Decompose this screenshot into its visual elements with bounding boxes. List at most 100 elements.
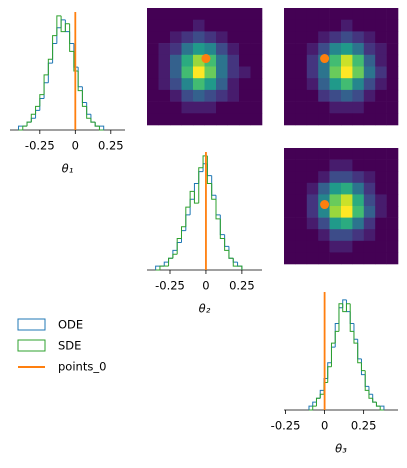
histogram-step <box>52 35 57 60</box>
heatmap-cell <box>318 217 330 230</box>
reference-point <box>320 54 330 64</box>
heatmap-cell <box>306 31 319 44</box>
heatmap-cell <box>306 54 319 67</box>
x-tick-label: -0.25 <box>155 279 185 293</box>
heatmap-cell <box>306 194 319 207</box>
heatmap-cell <box>216 43 228 56</box>
heatmap-cell <box>284 8 296 20</box>
x-axis-label: θ₃ <box>335 442 347 456</box>
histogram-step <box>94 122 100 127</box>
heatmap-cell <box>318 252 330 265</box>
heatmap-cell <box>170 78 182 91</box>
heatmap-cell <box>329 101 342 114</box>
heatmap-cell <box>386 78 399 91</box>
histogram-step <box>360 362 366 372</box>
heatmap-cell <box>329 43 342 56</box>
heatmap-cell <box>375 217 387 230</box>
heatmap-cell <box>329 240 342 253</box>
heatmap-cell <box>193 101 205 114</box>
heatmap-cell <box>284 159 296 172</box>
heatmap-cell <box>363 78 376 91</box>
heatmap-cell <box>363 19 376 32</box>
histogram-step <box>39 98 45 111</box>
heatmap-cell <box>306 43 319 56</box>
histogram-step <box>349 311 354 324</box>
heatmap-cell <box>216 89 228 102</box>
histogram-step <box>56 15 62 36</box>
histogram-step <box>308 405 313 410</box>
heatmap-cell <box>204 89 217 102</box>
heatmap-cell <box>386 206 399 218</box>
heatmap-cell <box>352 43 365 56</box>
heatmap-cell <box>181 19 194 32</box>
histogram-step <box>315 397 321 403</box>
heatmap-cell <box>375 194 387 207</box>
histogram-step <box>357 339 362 360</box>
heatmap-cell <box>341 43 353 56</box>
heatmap-cell <box>341 217 353 230</box>
heatmap-cell <box>375 148 387 160</box>
histogram-step <box>211 183 216 200</box>
heatmap-cell <box>341 171 353 184</box>
heatmap-cell <box>306 240 319 253</box>
histogram-step <box>43 74 49 95</box>
heatmap-cell <box>295 66 308 79</box>
heatmap-cell <box>329 182 342 195</box>
heatmap-cell <box>318 229 330 242</box>
legend-label: ODE <box>58 318 83 332</box>
heatmap-cell <box>147 78 159 91</box>
histogram-step <box>349 303 354 332</box>
heatmap-cell <box>363 229 376 242</box>
histogram-step <box>185 206 191 227</box>
histogram-step <box>353 331 358 344</box>
heatmap-cell <box>363 159 376 172</box>
heatmap-cell <box>239 43 251 56</box>
x-tick-label: 0 <box>202 279 209 293</box>
heatmap-cell <box>158 19 171 32</box>
heatmap-cell <box>295 171 308 184</box>
histogram-step <box>60 19 66 28</box>
histogram-step <box>198 171 204 184</box>
heatmap-cell <box>375 229 387 242</box>
histogram-step <box>330 346 336 363</box>
heatmap-cell <box>318 159 330 172</box>
heatmap-cell <box>318 19 330 32</box>
heatmap-cell <box>363 252 376 265</box>
heatmap-cell <box>318 182 330 195</box>
heatmap-cell <box>318 78 330 91</box>
heatmap-cell <box>193 89 205 102</box>
heatmap-cell <box>386 171 399 184</box>
heatmap-cell <box>250 89 263 102</box>
heatmap-cell <box>295 252 308 265</box>
x-axis-label: θ₁ <box>62 162 74 176</box>
histogram-step <box>69 31 74 44</box>
heatmap-cell <box>306 89 319 102</box>
histogram-step <box>77 67 83 88</box>
heatmap-cell <box>295 217 308 230</box>
histogram-step <box>39 94 45 107</box>
histogram-step <box>327 362 332 379</box>
heatmap-cell <box>295 31 308 44</box>
heatmap-cell <box>204 78 217 91</box>
heatmap-cell <box>352 240 365 253</box>
heatmap-cell <box>329 206 342 218</box>
heatmap-cell <box>306 252 319 265</box>
heatmap-cell <box>318 89 330 102</box>
heatmap-cell <box>341 148 353 160</box>
heatmap-cell <box>352 31 365 44</box>
heatmap-cell <box>204 8 217 20</box>
heatmap-cell <box>170 43 182 56</box>
heatmap-cell <box>158 101 171 114</box>
heatmap-cell <box>329 31 342 44</box>
heatmap-cell <box>352 182 365 195</box>
heatmap-cell <box>375 19 387 32</box>
heatmap-cell <box>250 8 263 20</box>
heatmap-cell <box>227 78 240 91</box>
heatmap-cell <box>158 89 171 102</box>
heatmap-cell <box>284 240 296 253</box>
heatmap-cell <box>295 194 308 207</box>
heatmap-cell <box>147 89 159 102</box>
heatmap-cell <box>170 31 182 44</box>
heatmap-cell <box>204 113 217 126</box>
heatmap-cell <box>318 66 330 79</box>
